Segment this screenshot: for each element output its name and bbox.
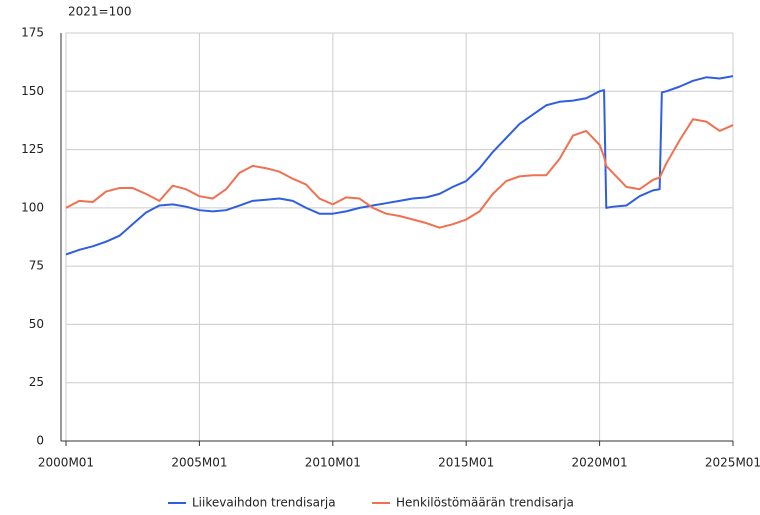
series-line (65, 75, 734, 256)
x-tick-label: 2015M01 (438, 456, 494, 470)
y-tick-label: 75 (29, 259, 44, 273)
x-tick-label: 2025M01 (705, 456, 760, 470)
y-tick-label: 175 (21, 26, 44, 40)
series-line (65, 118, 734, 229)
x-tick-label: 2020M01 (572, 456, 628, 470)
legend-label: Liikevaihdon trendisarja (192, 496, 336, 510)
y-tick-label: 125 (21, 142, 44, 156)
y-tick-label: 50 (29, 317, 44, 331)
x-tick-label: 2000M01 (38, 456, 94, 470)
y-tick-label: 0 (36, 434, 44, 448)
x-tick-label: 2005M01 (171, 456, 227, 470)
unit-label: 2021=100 (68, 5, 132, 19)
x-tick-label: 2010M01 (305, 456, 361, 470)
y-tick-label: 25 (29, 375, 44, 389)
legend-label: Henkilöstömäärän trendisarja (396, 496, 574, 510)
y-tick-label: 100 (21, 200, 44, 214)
y-tick-label: 150 (21, 84, 44, 98)
